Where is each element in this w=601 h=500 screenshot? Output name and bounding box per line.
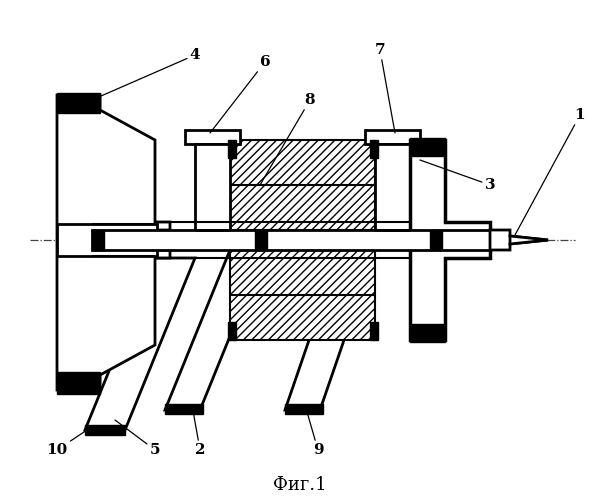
Bar (92, 230, 104, 250)
Text: 5: 5 (115, 420, 160, 457)
Bar (85, 425, 125, 435)
Bar (410, 324, 445, 342)
Bar (57, 372, 100, 394)
Text: 4: 4 (85, 48, 200, 103)
Bar (375, 144, 410, 230)
Text: 10: 10 (46, 428, 90, 457)
Text: 9: 9 (305, 405, 323, 457)
Polygon shape (510, 236, 548, 244)
Polygon shape (490, 230, 548, 250)
Text: 3: 3 (420, 160, 495, 192)
Bar (285, 404, 323, 414)
Text: 8: 8 (260, 93, 316, 185)
Polygon shape (285, 250, 375, 410)
Bar (185, 130, 240, 144)
Bar (410, 138, 445, 156)
Bar (365, 130, 420, 144)
Text: 1: 1 (515, 108, 585, 235)
Polygon shape (410, 140, 490, 340)
Polygon shape (230, 140, 375, 230)
Polygon shape (57, 95, 170, 390)
Text: 2: 2 (192, 405, 206, 457)
Bar (195, 144, 230, 230)
Bar (92, 230, 490, 250)
Bar (370, 322, 378, 340)
Text: Фиг.1: Фиг.1 (273, 476, 327, 494)
Bar (57, 224, 157, 256)
Bar (370, 140, 378, 158)
Bar (165, 404, 203, 414)
Polygon shape (85, 258, 195, 430)
Bar (228, 140, 236, 158)
Bar (57, 93, 100, 113)
Text: 6: 6 (210, 55, 270, 133)
Bar (430, 230, 442, 250)
Polygon shape (165, 250, 265, 410)
Bar (255, 230, 267, 250)
Bar (228, 322, 236, 340)
Text: 7: 7 (374, 43, 395, 133)
Polygon shape (230, 250, 375, 340)
